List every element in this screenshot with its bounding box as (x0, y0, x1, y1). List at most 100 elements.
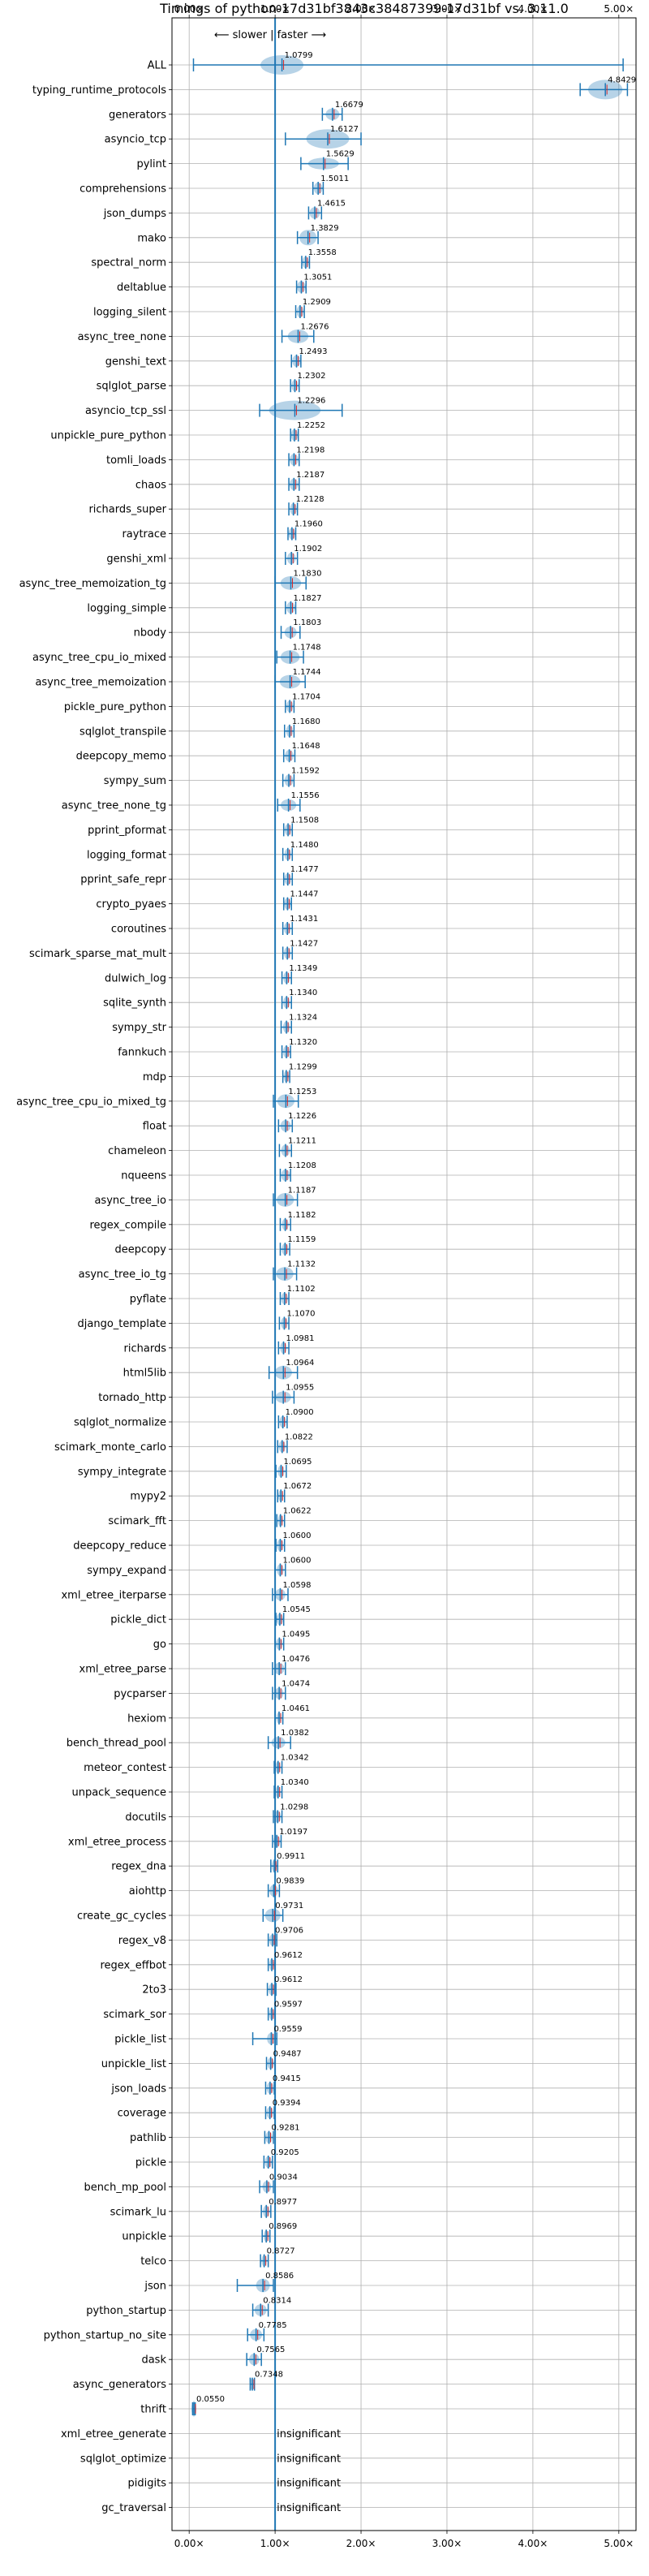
value-label: 1.2187 (296, 471, 324, 480)
benchmark-name-label: sqlite_synth (103, 997, 166, 1010)
value-label: 1.1704 (292, 692, 320, 701)
value-label: 0.7785 (259, 2321, 287, 2330)
value-label: 0.8727 (267, 2247, 295, 2256)
benchmark-name-label: richards (124, 1342, 167, 1355)
value-label: 0.9731 (275, 1902, 303, 1910)
value-label: 1.1299 (289, 1062, 317, 1071)
value-label: 1.1070 (286, 1309, 315, 1318)
benchmark-name-label: pathlib (130, 2132, 166, 2144)
benchmark-name-label: richards_super (88, 504, 166, 516)
benchmark-name-label: async_tree_io_tg (79, 1269, 166, 1281)
value-label: 1.1803 (293, 618, 321, 627)
value-label: 1.1340 (289, 989, 317, 997)
benchmark-name-label: scimark_sor (103, 2009, 166, 2021)
value-label: 1.0964 (286, 1359, 314, 1368)
benchmark-name-label: unpickle_list (101, 2058, 166, 2070)
benchmark-name-label: sqlglot_transpile (80, 726, 166, 738)
value-label: 1.0981 (286, 1334, 315, 1343)
value-label: 1.5629 (326, 150, 355, 159)
benchmark-name-label: xml_etree_generate (61, 2428, 166, 2440)
benchmark-name-label: xml_etree_process (68, 1836, 166, 1848)
benchmark-name-label: nbody (134, 627, 167, 640)
benchmark-name-label: chaos (135, 479, 166, 491)
benchmark-name-label: sympy_expand (87, 1565, 166, 1577)
value-label: 1.2252 (297, 421, 325, 430)
value-label: 1.1447 (290, 890, 318, 899)
benchmark-name-label: comprehensions (80, 183, 166, 196)
value-label: 1.1320 (289, 1038, 317, 1047)
value-label: 0.9559 (273, 2025, 302, 2034)
x-tick-label-top: 5.00× (604, 3, 634, 15)
benchmark-name-label: 2to3 (142, 1984, 166, 1997)
value-label: 1.1226 (288, 1112, 316, 1121)
benchmark-name-label: chameleon (108, 1145, 166, 1157)
benchmark-name-label: nqueens (121, 1170, 166, 1182)
value-label: 0.9205 (271, 2148, 299, 2157)
benchmark-name-label: deepcopy_reduce (73, 1540, 166, 1553)
value-label: 1.0900 (286, 1408, 314, 1417)
benchmark-name-label: coroutines (111, 924, 166, 936)
benchmark-name-label: async_tree_cpu_io_mixed_tg (16, 1096, 166, 1108)
benchmark-name-label: pycparser (114, 1688, 166, 1700)
x-tick-label-top: 3.00× (432, 3, 462, 15)
value-label: 0.9394 (273, 2099, 301, 2108)
value-label: 1.0382 (281, 1729, 309, 1738)
value-label: 1.0799 (285, 51, 313, 60)
benchmark-name-label: unpickle_pure_python (50, 430, 166, 442)
value-label: 0.9597 (274, 2001, 303, 2010)
benchmark-name-label: xml_etree_parse (80, 1664, 166, 1676)
value-label: 1.2493 (299, 347, 328, 356)
insignificant-label: insignificant (277, 2428, 341, 2440)
benchmark-name-label: genshi_xml (106, 554, 166, 566)
value-label: 4.8429 (608, 75, 636, 84)
insignificant-label: insignificant (277, 2478, 341, 2490)
benchmark-name-label: html5lib (123, 1368, 166, 1380)
benchmark-name-label: tornado_http (98, 1392, 166, 1404)
benchmark-name-label: pickle_pure_python (64, 701, 166, 713)
value-label: 1.1427 (290, 939, 318, 948)
benchmark-name-label: unpickle (122, 2231, 166, 2243)
value-label: 1.2128 (296, 495, 324, 504)
value-label: 1.0600 (282, 1531, 311, 1540)
benchmark-name-label: regex_dna (111, 1861, 166, 1873)
direction-label: ⟵ slower | faster ⟶ (214, 29, 326, 41)
value-label: 0.9487 (273, 2049, 302, 2058)
value-label: 1.6679 (335, 101, 363, 110)
value-label: 0.8977 (269, 2198, 297, 2207)
value-label: 1.1182 (288, 1211, 316, 1220)
value-label: 0.7565 (256, 2346, 285, 2354)
benchmark-name-label: json_loads (110, 2083, 166, 2095)
benchmark-name-label: genshi_text (105, 355, 166, 368)
x-tick-label-bottom: 4.00× (518, 2538, 548, 2549)
x-tick-label-bottom: 2.00× (346, 2538, 376, 2549)
value-label: 1.0461 (282, 1704, 310, 1713)
x-tick-label-bottom: 3.00× (432, 2538, 462, 2549)
benchmark-name-label: ALL (148, 60, 167, 72)
x-tick-label-top: 1.00× (260, 3, 290, 15)
benchmark-name-label: crypto_pyaes (96, 898, 166, 911)
value-label: 1.3051 (303, 274, 332, 282)
x-tick-label-top: 0.00× (174, 3, 204, 15)
benchmark-name-label: telco (140, 2255, 166, 2268)
benchmark-name-label: logging_format (87, 849, 166, 861)
value-label: 1.1349 (289, 964, 317, 973)
benchmark-name-label: json_dumps (103, 208, 166, 220)
benchmark-name-label: regex_effbot (100, 1959, 166, 1971)
benchmark-name-label: async_tree_cpu_io_mixed (32, 652, 166, 664)
benchmark-name-label: go (153, 1639, 166, 1651)
benchmark-name-label: deepcopy_memo (76, 751, 166, 763)
benchmark-name-label: python_startup (86, 2305, 166, 2317)
value-label: 1.1508 (290, 816, 319, 825)
benchmark-name-label: logging_silent (93, 307, 166, 319)
benchmark-name-label: django_template (78, 1318, 166, 1330)
value-label: 1.0545 (282, 1605, 311, 1614)
benchmark-name-label: dask (141, 2354, 166, 2367)
benchmark-name-label: scimark_fft (108, 1515, 166, 1527)
benchmark-name-label: xml_etree_iterparse (61, 1589, 166, 1601)
value-label: 1.1480 (290, 841, 319, 850)
benchmark-name-label: dulwich_log (105, 972, 166, 984)
value-label: 1.2296 (297, 397, 325, 406)
benchmark-name-label: pickle (135, 2157, 166, 2169)
value-label: 1.2302 (297, 372, 325, 381)
